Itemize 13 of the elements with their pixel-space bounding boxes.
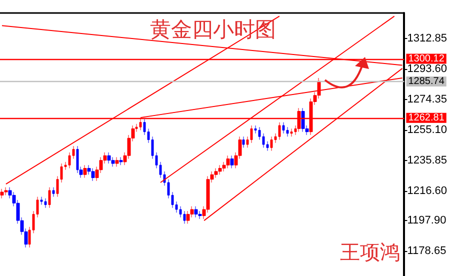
y-tick-label: 1178.65 <box>407 245 446 258</box>
y-tick-label: 1274.35 <box>407 94 448 106</box>
y-tick-label: 1255.10 <box>407 124 448 136</box>
ref-line-label: 1300.12 <box>408 53 445 64</box>
annotation: 王项鸿 <box>340 240 400 264</box>
ref-line-label: 1262.81 <box>408 112 445 124</box>
ref-line-label: 1285.74 <box>408 76 445 88</box>
y-tick-label: 1216.60 <box>407 185 448 198</box>
y-tick-label: 1235.85 <box>407 154 448 167</box>
chart-title: 黄金四小时图 <box>150 18 276 42</box>
y-tick-label: 1293.60 <box>407 63 448 76</box>
y-tick-label: 1312.85 <box>407 32 448 45</box>
y-tick-label: 1197.90 <box>407 214 446 227</box>
